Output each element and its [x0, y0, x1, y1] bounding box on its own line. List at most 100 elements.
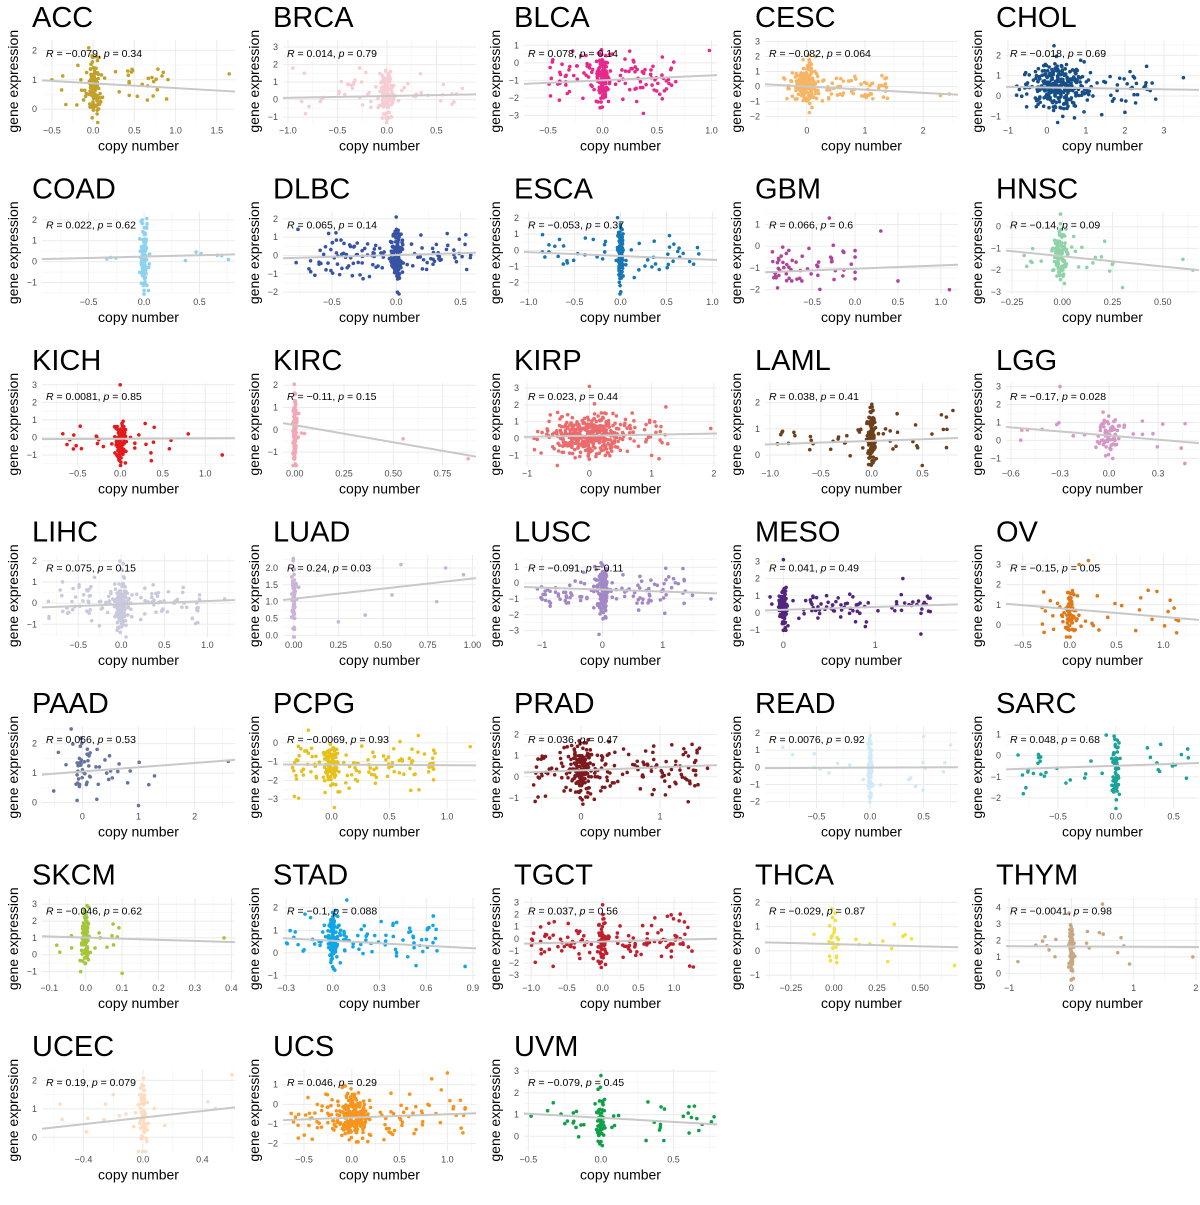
data-point	[841, 274, 845, 278]
data-point	[293, 613, 297, 617]
data-point	[804, 599, 808, 603]
x-tick-label: 0.5	[660, 297, 673, 307]
data-point	[882, 95, 886, 99]
data-point	[827, 96, 831, 100]
data-point	[539, 451, 543, 455]
data-point	[143, 280, 147, 284]
data-point	[126, 599, 130, 603]
data-point	[1030, 261, 1034, 265]
data-point	[638, 596, 642, 600]
data-point	[98, 92, 102, 96]
data-point	[643, 68, 647, 72]
data-point	[558, 238, 562, 242]
y-tick-label: 0.5	[265, 613, 278, 623]
regression-line	[1006, 87, 1199, 90]
data-point	[574, 790, 578, 794]
y-tick-label: 2	[514, 729, 519, 739]
data-point	[611, 412, 615, 416]
p-value: = 0.14	[345, 220, 378, 232]
data-point	[557, 594, 561, 598]
data-point	[126, 781, 130, 785]
y-tick-label: −3	[509, 110, 519, 120]
data-point	[806, 64, 810, 68]
data-point	[602, 430, 606, 434]
y-tick-label: −1	[27, 619, 37, 629]
data-point	[124, 635, 128, 639]
data-point	[394, 250, 398, 254]
data-point	[607, 752, 611, 756]
data-point	[615, 414, 619, 418]
data-point	[1058, 274, 1062, 278]
data-point	[604, 82, 608, 86]
data-point	[611, 424, 615, 428]
x-axis-label: copy number	[339, 652, 420, 668]
data-point	[154, 610, 158, 614]
data-point	[948, 288, 952, 292]
data-point	[401, 270, 405, 274]
r-value: = −0.091,	[536, 563, 586, 575]
data-point	[598, 428, 602, 432]
data-point	[145, 246, 149, 250]
data-point	[382, 250, 386, 254]
data-point	[558, 98, 562, 102]
data-point	[196, 609, 200, 613]
data-point	[361, 103, 365, 107]
data-point	[551, 445, 555, 449]
data-point	[299, 747, 303, 751]
data-point	[658, 430, 662, 434]
data-point	[821, 99, 825, 103]
data-point	[194, 250, 198, 254]
data-point	[101, 96, 105, 100]
data-point	[1044, 63, 1048, 67]
data-point	[394, 236, 398, 240]
data-point	[619, 448, 623, 452]
data-point	[1070, 245, 1074, 249]
data-point	[894, 444, 898, 448]
x-tick-label: 1.0	[201, 640, 214, 650]
y-tick-label: 1	[996, 417, 1001, 427]
data-point	[142, 267, 146, 271]
data-point	[851, 595, 855, 599]
data-point	[667, 82, 671, 86]
x-tick-label: 0.0	[596, 126, 609, 136]
data-point	[1062, 248, 1066, 252]
data-point	[851, 92, 855, 96]
data-point	[685, 778, 689, 782]
data-point	[668, 245, 672, 249]
data-point	[1050, 78, 1054, 82]
data-point	[1037, 67, 1041, 71]
data-point	[776, 261, 780, 265]
data-point	[1025, 105, 1029, 109]
data-point	[853, 277, 857, 281]
data-point	[784, 272, 788, 276]
y-tick-label: 0	[273, 95, 278, 105]
panel-title: GBM	[755, 174, 821, 206]
data-point	[1077, 75, 1081, 79]
panel-title: PAAD	[32, 688, 109, 720]
data-point	[1034, 70, 1038, 74]
data-point	[1168, 598, 1172, 602]
data-point	[642, 112, 646, 116]
data-point	[334, 774, 338, 778]
data-point	[564, 75, 568, 79]
data-point	[1081, 75, 1085, 79]
data-point	[168, 447, 172, 451]
data-point	[568, 583, 572, 587]
data-point	[108, 754, 112, 758]
data-point	[446, 244, 450, 248]
data-point	[539, 757, 543, 761]
data-point	[566, 261, 570, 265]
data-point	[1042, 631, 1046, 635]
data-point	[577, 780, 581, 784]
data-point	[1045, 75, 1049, 79]
data-point	[556, 464, 560, 468]
data-point	[96, 783, 100, 787]
data-point	[1150, 81, 1154, 85]
data-point	[585, 748, 589, 752]
data-point	[568, 431, 572, 435]
data-point	[1069, 98, 1073, 102]
data-point	[1060, 64, 1064, 68]
